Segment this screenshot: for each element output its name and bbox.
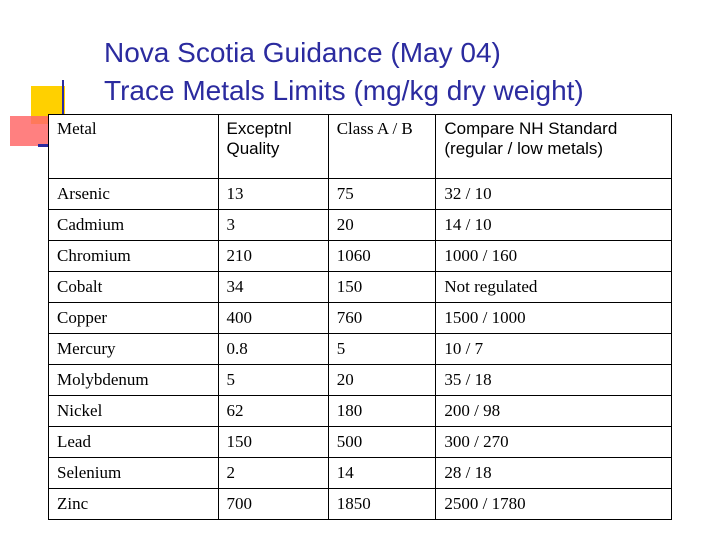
cell-nh-standard: 2500 / 1780 — [435, 488, 672, 520]
table-header-row: Metal Exceptnl Quality Class A / B Compar… — [48, 114, 672, 179]
cell-metal: Cadmium — [48, 209, 219, 241]
decorative-red-square — [10, 116, 50, 146]
slide-title-line-1: Nova Scotia Guidance (May 04) — [104, 37, 501, 68]
cell-nh-standard: 28 / 18 — [435, 457, 672, 489]
cell-metal: Copper — [48, 302, 219, 334]
header-exceptional-quality: Exceptnl Quality — [217, 114, 329, 179]
table-row: Cobalt 34 150 Not regulated — [48, 271, 672, 303]
table-row: Cadmium 3 20 14 / 10 — [48, 209, 672, 241]
cell-class-a: 20 — [327, 364, 437, 396]
cell-class-a: 75 — [327, 178, 437, 210]
table-row: Zinc 700 1850 2500 / 1780 — [48, 488, 672, 520]
cell-nh-standard: 10 / 7 — [435, 333, 672, 365]
decorative-vertical-line — [62, 80, 64, 146]
cell-exceptional: 3 — [217, 209, 329, 241]
cell-class-a: 760 — [327, 302, 437, 334]
slide-title: Nova Scotia Guidance (May 04) Trace Meta… — [104, 34, 704, 110]
header-exceptional-line-1: Exceptnl — [226, 119, 292, 138]
cell-exceptional: 150 — [217, 426, 329, 458]
cell-metal: Nickel — [48, 395, 219, 427]
cell-exceptional: 700 — [217, 488, 329, 520]
table-row: Molybdenum 5 20 35 / 18 — [48, 364, 672, 396]
cell-nh-standard: 300 / 270 — [435, 426, 672, 458]
cell-metal: Chromium — [48, 240, 219, 272]
cell-exceptional: 2 — [217, 457, 329, 489]
cell-exceptional: 0.8 — [217, 333, 329, 365]
cell-class-a: 5 — [327, 333, 437, 365]
cell-metal: Lead — [48, 426, 219, 458]
cell-nh-standard: 1500 / 1000 — [435, 302, 672, 334]
cell-class-a: 1060 — [327, 240, 437, 272]
header-metal: Metal — [48, 114, 219, 179]
cell-metal: Selenium — [48, 457, 219, 489]
header-exceptional-line-2: Quality — [226, 139, 280, 158]
trace-metals-table: Metal Exceptnl Quality Class A / B Compar… — [48, 114, 672, 520]
cell-metal: Molybdenum — [48, 364, 219, 396]
cell-class-a: 1850 — [327, 488, 437, 520]
table-row: Mercury 0.8 5 10 / 7 — [48, 333, 672, 365]
cell-nh-standard: 32 / 10 — [435, 178, 672, 210]
header-class-a-b: Class A / B — [327, 114, 437, 179]
table-row: Chromium 210 1060 1000 / 160 — [48, 240, 672, 272]
slide-title-line-2: Trace Metals Limits (mg/kg dry weight) — [104, 75, 584, 106]
header-compare-nh: Compare NH Standard (regular / low metals… — [435, 114, 672, 179]
cell-nh-standard: Not regulated — [435, 271, 672, 303]
header-compare-line-2: (regular / low metals) — [444, 139, 604, 158]
cell-nh-standard: 14 / 10 — [435, 209, 672, 241]
cell-metal: Cobalt — [48, 271, 219, 303]
cell-class-a: 500 — [327, 426, 437, 458]
cell-class-a: 150 — [327, 271, 437, 303]
cell-nh-standard: 200 / 98 — [435, 395, 672, 427]
cell-exceptional: 400 — [217, 302, 329, 334]
table-row: Nickel 62 180 200 / 98 — [48, 395, 672, 427]
table-row: Arsenic 13 75 32 / 10 — [48, 178, 672, 210]
table-row: Copper 400 760 1500 / 1000 — [48, 302, 672, 334]
cell-metal: Mercury — [48, 333, 219, 365]
cell-class-a: 180 — [327, 395, 437, 427]
cell-exceptional: 13 — [217, 178, 329, 210]
cell-metal: Zinc — [48, 488, 219, 520]
cell-metal: Arsenic — [48, 178, 219, 210]
cell-nh-standard: 1000 / 160 — [435, 240, 672, 272]
cell-class-a: 14 — [327, 457, 437, 489]
cell-exceptional: 34 — [217, 271, 329, 303]
cell-exceptional: 62 — [217, 395, 329, 427]
table-row: Selenium 2 14 28 / 18 — [48, 457, 672, 489]
cell-exceptional: 5 — [217, 364, 329, 396]
header-compare-line-1: Compare NH Standard — [444, 119, 618, 138]
cell-exceptional: 210 — [217, 240, 329, 272]
table-row: Lead 150 500 300 / 270 — [48, 426, 672, 458]
cell-nh-standard: 35 / 18 — [435, 364, 672, 396]
cell-class-a: 20 — [327, 209, 437, 241]
